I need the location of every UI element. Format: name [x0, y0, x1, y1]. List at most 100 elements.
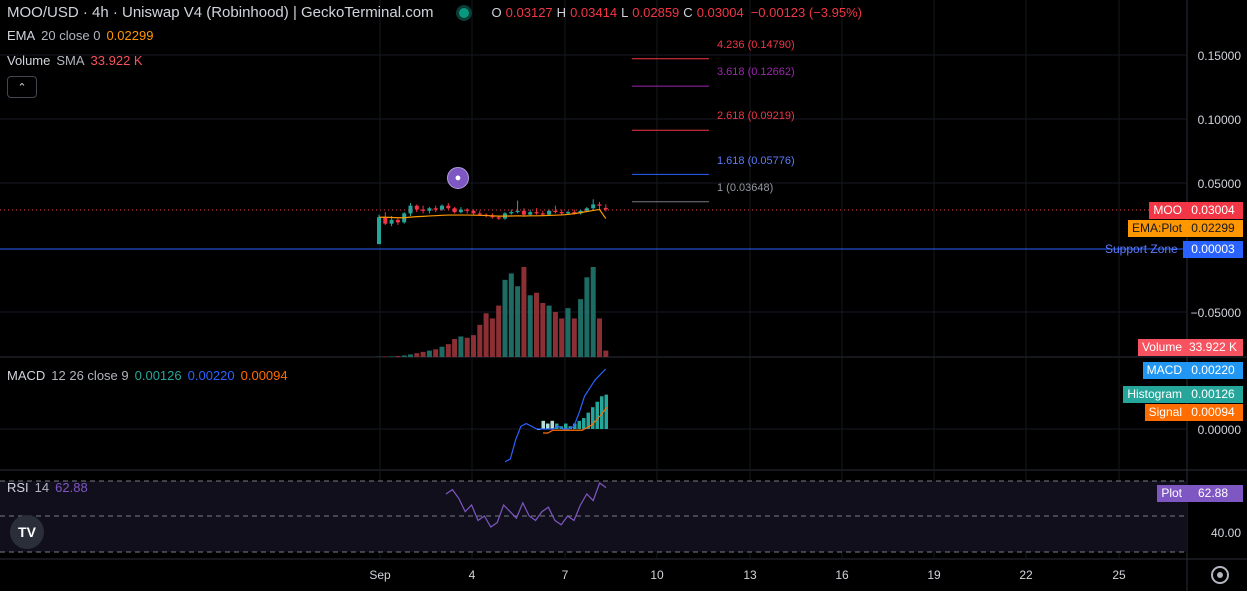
candle-body: [477, 213, 482, 215]
settings-icon[interactable]: [1211, 566, 1229, 584]
support-tag-value: 0.00003: [1183, 241, 1243, 258]
candle-body: [591, 204, 596, 209]
candle-body: [465, 209, 470, 211]
event-marker-icon[interactable]: ●: [447, 167, 469, 189]
change-value: −0.00123 (−3.95%): [750, 5, 862, 20]
volume-legend[interactable]: Volume SMA 33.922 K: [7, 53, 143, 68]
volume-bar: [552, 312, 558, 357]
volume-bar: [584, 277, 590, 357]
macd-histogram-bar: [591, 407, 595, 429]
candle-body: [389, 219, 394, 224]
open-key: O: [491, 5, 502, 20]
ema-value: 0.02299: [106, 28, 154, 43]
macd-histogram-bar: [541, 420, 545, 429]
candle-body: [547, 210, 552, 215]
price-axis-label: 0.05000: [1197, 177, 1241, 191]
candle-body: [440, 205, 444, 210]
rsi-tag-value: 62.88: [1183, 485, 1243, 502]
candle-body: [553, 210, 558, 213]
volume-bar: [521, 267, 527, 357]
ema-name: EMA: [7, 28, 36, 43]
volume-bar: [508, 273, 514, 357]
rsi-line: [445, 482, 607, 528]
rsi-band: [0, 481, 1187, 552]
volume-bar: [590, 267, 596, 357]
volume-bar: [408, 354, 413, 357]
macd-line-value: 0.00220: [187, 368, 235, 383]
time-axis-label: 16: [835, 568, 849, 582]
volume-bar: [477, 324, 483, 357]
close-value: 0.03004: [696, 5, 744, 20]
volume-bar: [565, 308, 571, 357]
candle-body: [534, 212, 539, 214]
macd-histogram-bar: [595, 401, 599, 429]
macd-histogram-bar: [564, 423, 568, 429]
volume-bar: [452, 339, 458, 357]
volume-bar: [471, 335, 476, 357]
volume-bar: [515, 286, 521, 357]
signal-tag-value: 0.00094: [1183, 404, 1243, 421]
macd-tag-value: 0.00220: [1183, 362, 1243, 379]
volume-bar: [489, 318, 495, 357]
histogram-tag-value: 0.00126: [1183, 386, 1243, 403]
candle-body: [471, 210, 476, 214]
rsi-args: 14: [34, 480, 50, 495]
candle-body: [597, 204, 602, 206]
time-axis-label: 22: [1019, 568, 1033, 582]
volume-value: 33.922 K: [90, 53, 143, 68]
close-key: C: [683, 5, 693, 20]
volume-bar: [401, 355, 407, 357]
ema-legend[interactable]: EMA 20 close 0 0.02299: [7, 28, 153, 43]
volume-bar: [496, 305, 502, 357]
time-axis-label: 4: [468, 568, 476, 582]
candle-body: [496, 217, 501, 219]
macd-legend[interactable]: MACD 12 26 close 9 0.00126 0.00220 0.000…: [7, 368, 288, 383]
volume-bar: [559, 318, 565, 357]
price-axis-label: 0.15000: [1197, 49, 1241, 63]
macd-histogram-bar: [600, 396, 604, 429]
volume-tag-value: 33.922 K: [1183, 339, 1243, 356]
time-axis-label: Sep: [369, 568, 391, 582]
fib-label: 2.618 (0.09219): [717, 110, 795, 122]
ema-tag-name: EMA:Plot: [1127, 220, 1186, 237]
macd-histogram-bar: [586, 412, 590, 429]
macd-signal-line: [543, 407, 608, 434]
high-key: H: [556, 5, 567, 20]
ema-tag-value: 0.02299: [1183, 220, 1243, 237]
macd-histogram-bar: [604, 394, 608, 429]
volume-bar: [464, 337, 470, 357]
candle-body: [433, 208, 438, 210]
fib-label: 3.618 (0.12662): [717, 66, 795, 78]
collapse-legend-button[interactable]: ⌃: [7, 76, 37, 98]
symbol-legend: MOO/USD · 4h · Uniswap V4 (Robinhood) | …: [7, 4, 862, 21]
tradingview-logo[interactable]: TV: [10, 515, 44, 549]
market-status-icon[interactable]: [455, 4, 472, 21]
fib-label: 1.618 (0.05776): [717, 155, 795, 167]
macd-signal-value: 0.00094: [240, 368, 288, 383]
ohlc-values: O 0.03127 H 0.03414 L 0.02859 C 0.03004 −0.0…: [492, 5, 862, 20]
low-key: L: [621, 5, 629, 20]
volume-bar: [603, 350, 609, 357]
candle-body: [446, 205, 451, 209]
rsi-name: RSI: [7, 480, 29, 495]
candle-body: [421, 209, 426, 211]
macd-args: 12 26 close 9: [51, 368, 129, 383]
rsi-axis-label: 40.00: [1210, 526, 1241, 540]
volume-bar: [382, 356, 388, 357]
candle-body: [490, 215, 495, 218]
open-value: 0.03127: [505, 5, 553, 20]
time-axis-label: 10: [650, 568, 664, 582]
candle-body: [515, 210, 520, 213]
candle-body: [566, 212, 570, 214]
price-axis-label: −0.05000: [1190, 306, 1241, 320]
moo-tag-value: 0.03004: [1183, 202, 1243, 219]
time-axis-label: 25: [1112, 568, 1126, 582]
fib-label: 4.236 (0.14790): [717, 39, 795, 51]
candle-body: [395, 219, 400, 223]
volume-tag-name: Volume: [1137, 339, 1186, 356]
fib-label: 1 (0.03648): [717, 182, 774, 194]
candle-body: [408, 205, 413, 214]
candle-body: [584, 208, 589, 211]
rsi-legend[interactable]: RSI 14 62.88: [7, 480, 88, 495]
